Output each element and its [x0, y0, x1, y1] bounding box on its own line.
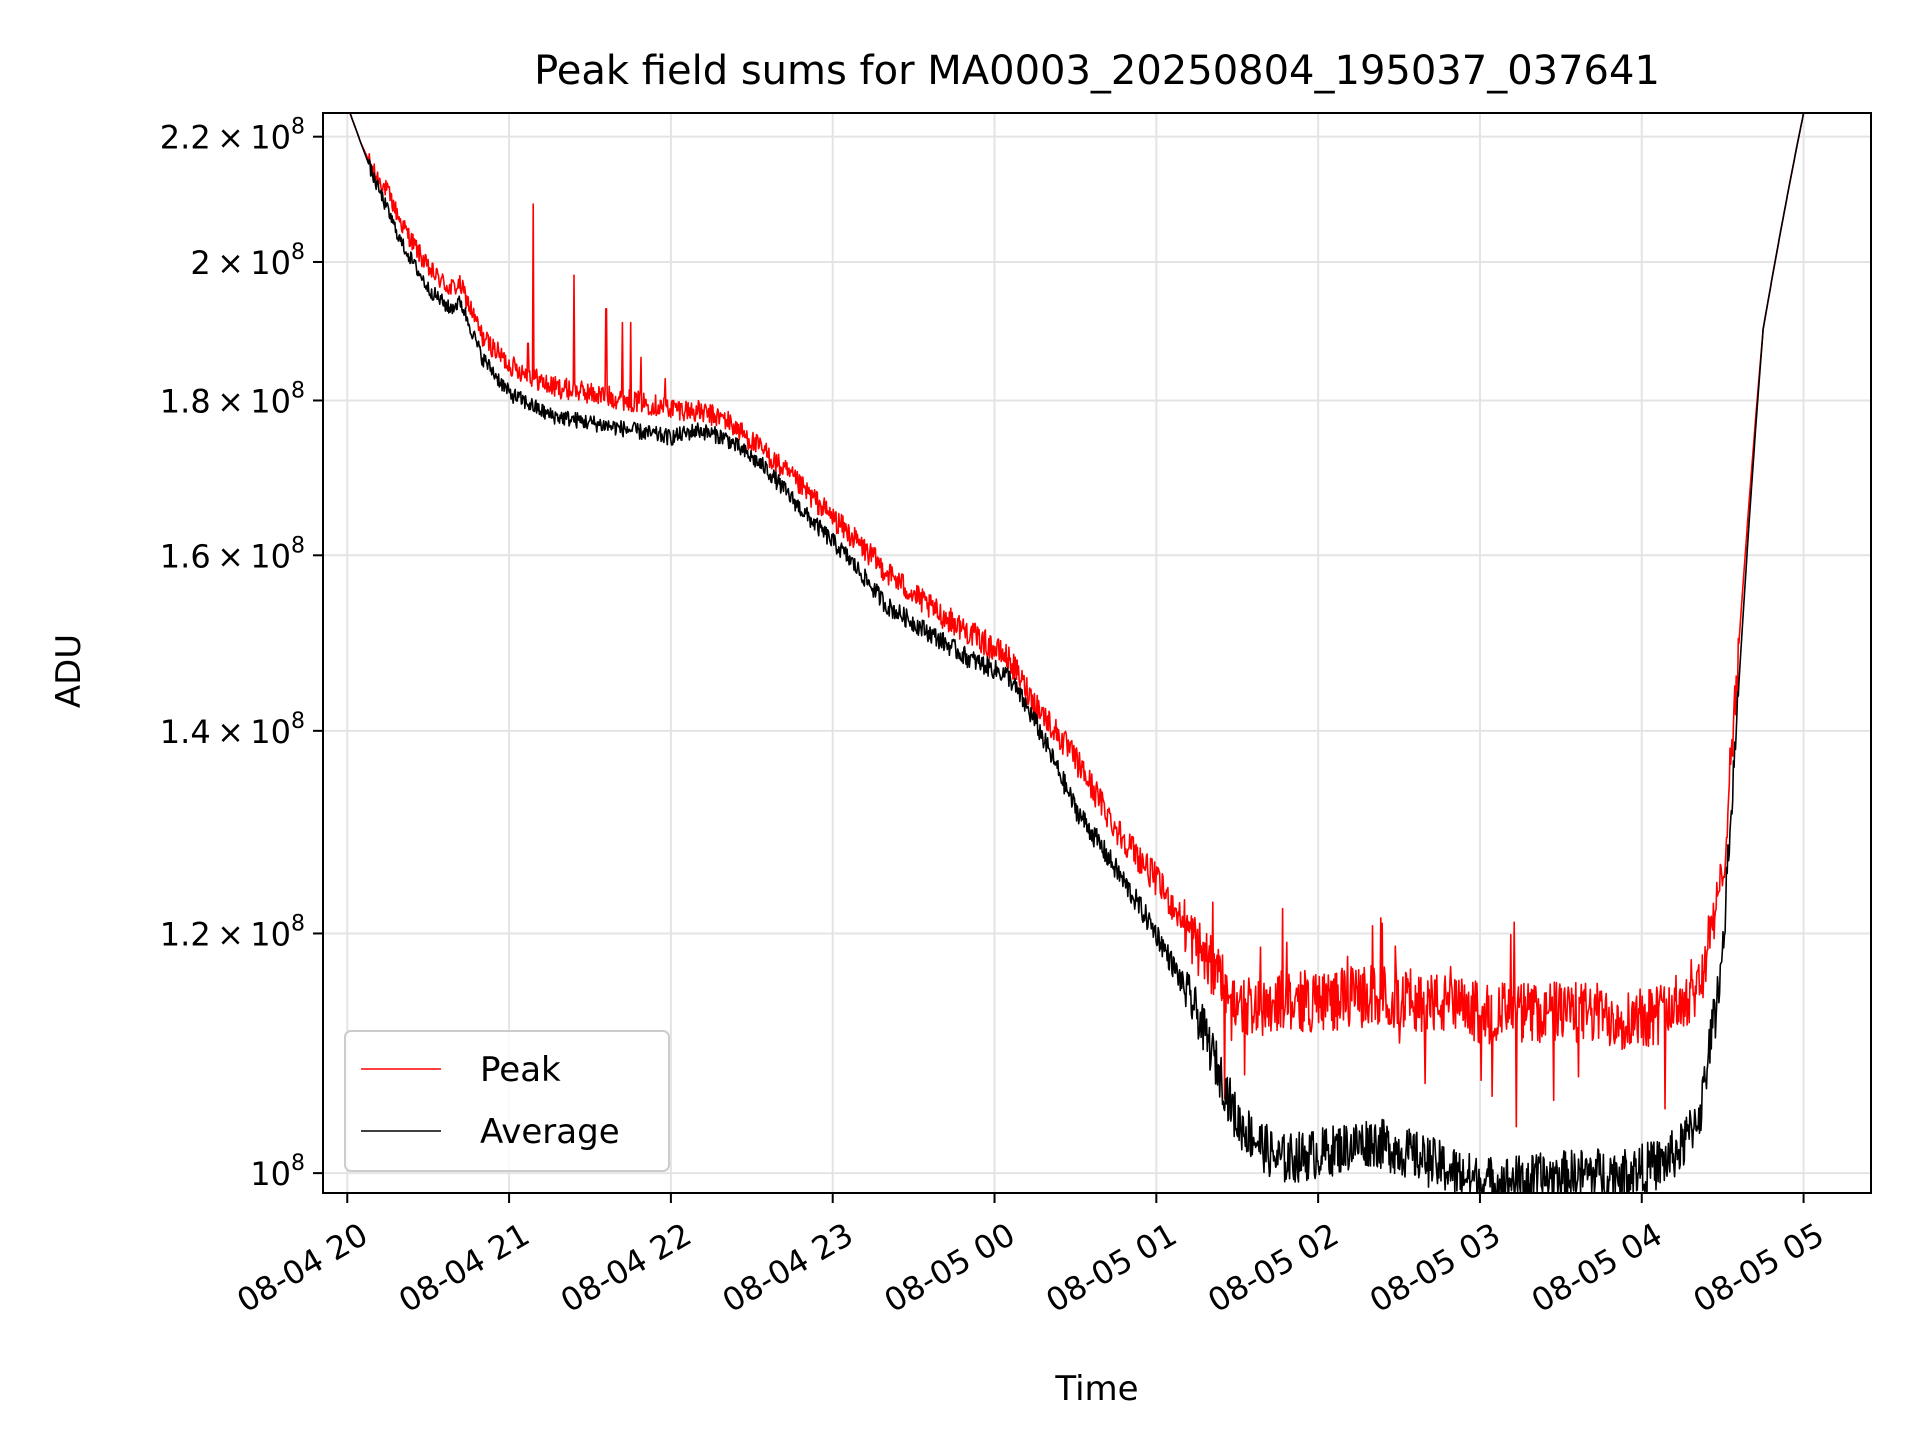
series-line-peak — [349, 112, 1872, 1128]
y-tick-label: 2 × 108 — [190, 240, 305, 282]
y-tick-label: 1.2 × 108 — [160, 911, 305, 953]
legend-label-average: Average — [480, 1112, 620, 1152]
y-tick-label: 2.2 × 108 — [160, 115, 305, 157]
y-tick-label: 1.8 × 108 — [160, 378, 305, 420]
y-tick-label: 1.6 × 108 — [160, 533, 305, 575]
plot-lines — [349, 112, 1872, 1194]
legend-box — [344, 1030, 670, 1172]
y-tick-label: 1.4 × 108 — [160, 709, 305, 751]
x-axis-label: Time — [1054, 1369, 1138, 1409]
y-tick-label: 108 — [250, 1151, 305, 1193]
series-line-average — [349, 112, 1872, 1194]
legend: Peak Average — [344, 1030, 670, 1172]
chart-title: Peak field sums for MA0003_20250804_1950… — [534, 48, 1660, 94]
y-axis-label: ADU — [49, 634, 89, 708]
plot-frame — [322, 112, 1872, 1194]
legend-label-peak: Peak — [480, 1050, 561, 1090]
